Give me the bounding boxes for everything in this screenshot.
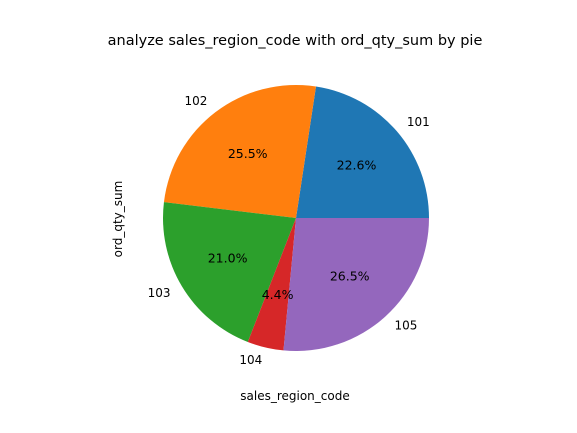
category-label-103: 103 [148, 286, 171, 300]
percent-label-102: 25.5% [228, 146, 268, 161]
percent-label-103: 21.0% [208, 251, 248, 266]
category-label-102: 102 [184, 94, 207, 108]
x-axis-label: sales_region_code [240, 389, 349, 403]
pie-slices [163, 85, 429, 351]
pie-slice-101 [296, 87, 429, 218]
category-label-101: 101 [407, 115, 430, 129]
percent-label-105: 26.5% [330, 269, 370, 284]
chart-title: analyze sales_region_code with ord_qty_s… [108, 33, 483, 49]
category-label-105: 105 [395, 319, 418, 333]
percent-label-101: 22.6% [337, 158, 377, 173]
category-label-104: 104 [239, 353, 262, 367]
percent-label-104: 4.4% [262, 287, 294, 302]
y-axis-label: ord_qty_sum [111, 181, 125, 258]
